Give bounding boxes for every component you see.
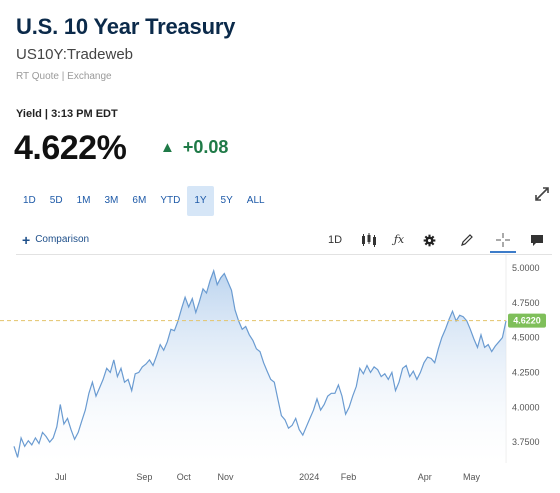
fx-icon[interactable]: ƒx bbox=[393, 233, 405, 246]
y-tick-label: 4.5000 bbox=[512, 333, 540, 343]
last-value-badge: 4.6220 bbox=[508, 313, 546, 328]
range-5y[interactable]: 5Y bbox=[220, 195, 233, 206]
range-3m[interactable]: 3M bbox=[104, 195, 119, 206]
x-tick-label: Nov bbox=[218, 472, 235, 482]
x-tick-label: Oct bbox=[177, 472, 192, 482]
ticker-symbol: US10Y:Tradeweb bbox=[16, 46, 134, 63]
x-tick-label: Sep bbox=[136, 472, 152, 482]
last-price: 4.622% bbox=[14, 129, 127, 167]
gear-icon[interactable] bbox=[418, 229, 440, 251]
range-1y[interactable]: 1Y bbox=[187, 186, 214, 216]
range-6m[interactable]: 6M bbox=[132, 195, 147, 206]
x-tick-label: Jul bbox=[55, 472, 67, 482]
yield-timestamp: Yield | 3:13 PM EDT bbox=[16, 108, 118, 120]
y-tick-label: 5.0000 bbox=[512, 263, 540, 273]
series-area bbox=[14, 270, 506, 463]
y-tick-label: 4.7500 bbox=[512, 298, 540, 308]
price-change: ▲ +0.08 bbox=[160, 137, 228, 158]
range-1m[interactable]: 1M bbox=[76, 195, 91, 206]
change-value: +0.08 bbox=[182, 137, 229, 157]
expand-icon[interactable] bbox=[532, 185, 552, 205]
comment-icon[interactable] bbox=[526, 229, 548, 251]
yield-chart[interactable]: 5.0000 4.7500 4.5000 4.2500 4.0000 3.7500 Jul… bbox=[0, 255, 560, 493]
comparison-button[interactable]: + Comparison bbox=[22, 231, 90, 248]
pencil-icon[interactable] bbox=[456, 229, 478, 251]
series-line bbox=[13, 268, 507, 458]
up-arrow-icon: ▲ bbox=[160, 139, 175, 156]
x-tick-label: May bbox=[463, 472, 481, 482]
crosshair-icon[interactable] bbox=[490, 229, 516, 253]
x-tick-label: 2024 bbox=[299, 472, 319, 482]
interval-button[interactable]: 1D bbox=[327, 234, 343, 246]
chart-svg: 5.0000 4.7500 4.5000 4.2500 4.0000 3.7500 Jul… bbox=[0, 255, 546, 482]
range-ytd[interactable]: YTD bbox=[160, 195, 181, 206]
y-tick-label: 4.2500 bbox=[512, 367, 540, 377]
plus-icon: + bbox=[22, 231, 31, 248]
last-value-label: 4.6220 bbox=[513, 316, 541, 326]
page-title: U.S. 10 Year Treasury bbox=[16, 14, 236, 39]
range-1d[interactable]: 1D bbox=[23, 195, 36, 206]
range-5d[interactable]: 5D bbox=[49, 195, 63, 206]
chart-toolbar: + Comparison 1D ƒx bbox=[16, 226, 552, 255]
y-tick-label: 3.7500 bbox=[512, 437, 540, 447]
comparison-label: Comparison bbox=[35, 234, 90, 245]
x-tick-label: Apr bbox=[418, 472, 432, 482]
y-axis: 5.0000 4.7500 4.5000 4.2500 4.0000 3.7500 bbox=[512, 263, 540, 447]
quote-source: RT Quote | Exchange bbox=[16, 71, 112, 82]
x-axis: Jul Sep Oct Nov 2024 Feb Apr May bbox=[55, 472, 481, 482]
candlestick-icon[interactable] bbox=[358, 229, 380, 251]
range-all[interactable]: ALL bbox=[246, 195, 265, 206]
time-range-selector: 1D 5D 1M 3M 6M YTD 1Y 5Y ALL bbox=[16, 186, 272, 216]
expand-arrows-icon bbox=[535, 187, 549, 201]
x-tick-label: Feb bbox=[341, 472, 357, 482]
last-value-badge-bg bbox=[508, 313, 546, 328]
y-tick-label: 4.0000 bbox=[512, 402, 540, 412]
